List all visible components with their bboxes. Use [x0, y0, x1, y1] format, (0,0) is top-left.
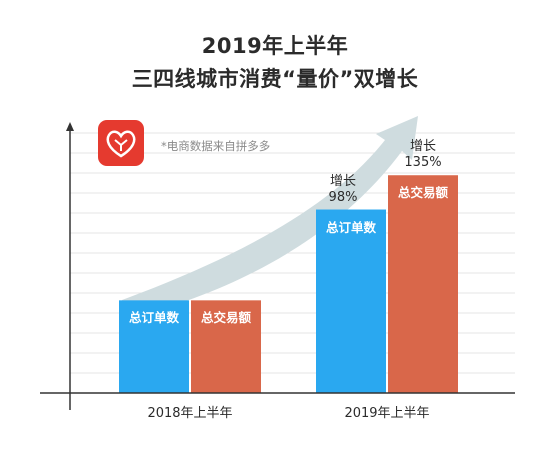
chart-subtitle: 三四线城市消费“量价”双增长: [131, 67, 419, 91]
bar-gmv-1: [388, 175, 458, 393]
growth-value: 98%: [328, 189, 358, 205]
growth-value: 135%: [404, 155, 442, 171]
growth-label-gmv: 增长 135%: [383, 139, 463, 171]
bar-label: 总订单数: [128, 310, 179, 326]
bar-gmv-0: [191, 300, 261, 393]
growth-label-orders: 增长 98%: [303, 174, 383, 206]
y-axis-arrow-icon: [66, 122, 74, 131]
source-note: *电商数据来自拼多多: [161, 139, 271, 153]
pinduoduo-logo-icon: [98, 120, 144, 166]
x-tick-label: 2018年上半年: [147, 406, 233, 421]
bar-label: 总订单数: [325, 219, 376, 235]
bar-label: 总交易额: [200, 310, 251, 326]
bar-orders-1: [316, 209, 386, 393]
chart-title: 2019年上半年: [201, 34, 349, 58]
bar-orders-0: [119, 300, 189, 393]
growth-word: 增长: [329, 173, 356, 189]
bar-label: 总交易额: [397, 185, 448, 201]
x-tick-label: 2019年上半年: [344, 406, 430, 421]
growth-word: 增长: [409, 139, 436, 155]
growth-arrow: [122, 116, 418, 318]
